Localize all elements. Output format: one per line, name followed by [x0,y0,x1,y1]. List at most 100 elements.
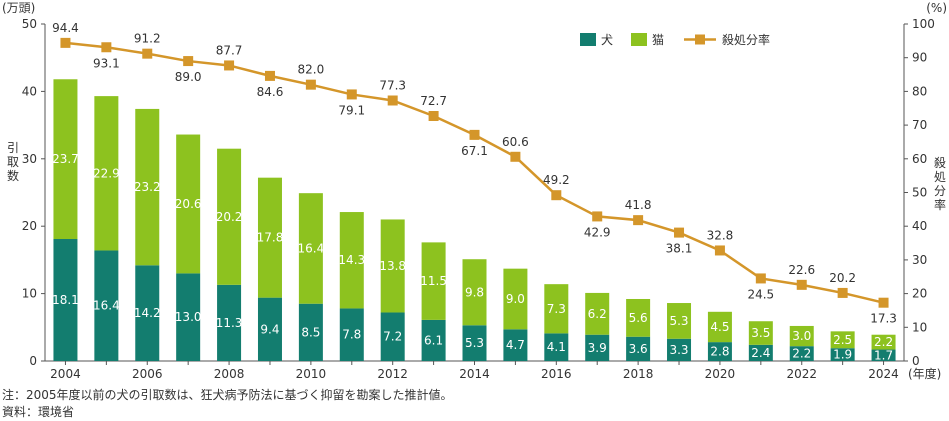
rate-value-label: 24.5 [747,287,774,301]
bar-cat [789,325,814,347]
dog-value-label: 1.7 [874,348,893,362]
dog-value-label: 7.8 [342,328,361,342]
cat-value-label: 6.2 [588,307,607,321]
rate-value-label: 91.2 [134,32,161,46]
cat-value-label: 9.0 [506,292,525,306]
y-right-label-char: 分 [934,184,946,198]
dog-value-label: 11.3 [216,316,243,330]
cat-value-label: 5.3 [669,314,688,328]
cat-value-label: 9.8 [465,285,484,299]
cat-value-label: 23.7 [52,152,79,166]
rate-point [469,129,480,140]
bar-dog [421,319,446,361]
rate-point [346,89,357,100]
bar-cat [462,259,487,326]
dog-value-label: 13.0 [175,310,202,324]
rate-value-label: 84.6 [257,85,284,99]
x-tick-label: 2024 [868,367,899,381]
bar-cat [217,148,242,285]
bar-dog [544,333,569,361]
bar-dog [667,338,692,361]
dog-value-label: 4.7 [506,338,525,352]
y-left-tick-label: 40 [22,84,37,98]
rate-point [796,279,807,290]
dog-value-label: 9.4 [260,322,279,336]
rate-point [428,111,439,122]
y-left-label-char: 数 [7,168,19,183]
cat-value-label: 4.5 [710,320,729,334]
dog-value-label: 1.9 [833,348,852,362]
bar-dog [298,303,323,361]
rate-value-label: 89.0 [175,70,202,84]
rate-value-label: 93.1 [93,56,120,70]
bar-cat [94,96,119,251]
dog-value-label: 6.1 [424,333,443,347]
bar-cat [298,193,323,304]
x-tick-label: 2022 [786,367,817,381]
dog-value-label: 7.2 [383,330,402,344]
y-left-tick-label: 50 [22,17,37,31]
bar-dog [462,325,487,361]
cat-value-label: 3.0 [792,329,811,343]
rate-value-label: 94.4 [52,21,79,35]
bar-cat [135,108,160,266]
bar-cat [544,284,569,334]
bar-cat [748,321,773,345]
rate-point [551,190,562,201]
dog-value-label: 2.4 [751,346,770,360]
source-note: 資料：環境省 [2,405,75,419]
bar-dog [707,342,732,361]
legend-rate-label: 殺処分率 [722,32,770,47]
cat-value-label: 11.5 [420,274,447,288]
rate-point [101,42,112,53]
bar-cat [380,219,405,313]
legend-cat-swatch [631,33,647,46]
y-right-tick-label: 10 [912,320,927,334]
bar-cat [626,298,651,337]
y-right-unit: (%) [926,1,947,15]
y-right-tick-label: 0 [912,354,920,368]
x-tick-label: 2008 [214,367,245,381]
rate-point [264,70,275,81]
rate-point [755,273,766,284]
bar-dog [53,239,78,361]
rate-value-label: 49.2 [543,173,570,187]
bar-cat [871,334,896,350]
y-left-tick-label: 0 [29,354,37,368]
bar-dog [830,348,855,361]
bar-dog [503,329,528,361]
y-right-tick-label: 40 [912,219,927,233]
y-left-tick-label: 10 [22,287,37,301]
rate-point [510,151,521,162]
cat-value-label: 7.3 [547,302,566,316]
dog-value-label: 3.9 [588,341,607,355]
dog-value-label: 5.3 [465,336,484,350]
x-tick-label: 2014 [459,367,490,381]
bar-dog [217,284,242,361]
rate-value-label: 38.1 [666,242,693,256]
x-tick-label: 2018 [623,367,654,381]
x-tick-label: 2004 [50,367,81,381]
bar-dog [339,308,364,361]
cat-value-label: 17.8 [257,231,284,245]
x-tick-label: 2012 [377,367,408,381]
rate-value-label: 20.2 [829,271,856,285]
rate-point [633,215,644,226]
rate-point [592,211,603,222]
rate-point [837,287,848,298]
bar-dog [626,336,651,361]
bar-dog [135,265,160,361]
rate-value-label: 17.3 [870,312,897,326]
rate-point [714,245,725,256]
cat-value-label: 22.9 [93,166,120,180]
y-right-tick-label: 20 [912,287,927,301]
bar-dog [789,346,814,361]
cat-value-label: 2.2 [874,335,893,349]
y-left-label-char: 引 [7,141,19,155]
dog-value-label: 2.2 [792,347,811,361]
legend-dog-swatch [580,33,596,46]
bar-dog [94,250,119,361]
x-tick-label: 2020 [705,367,736,381]
bar-cat [503,268,528,330]
